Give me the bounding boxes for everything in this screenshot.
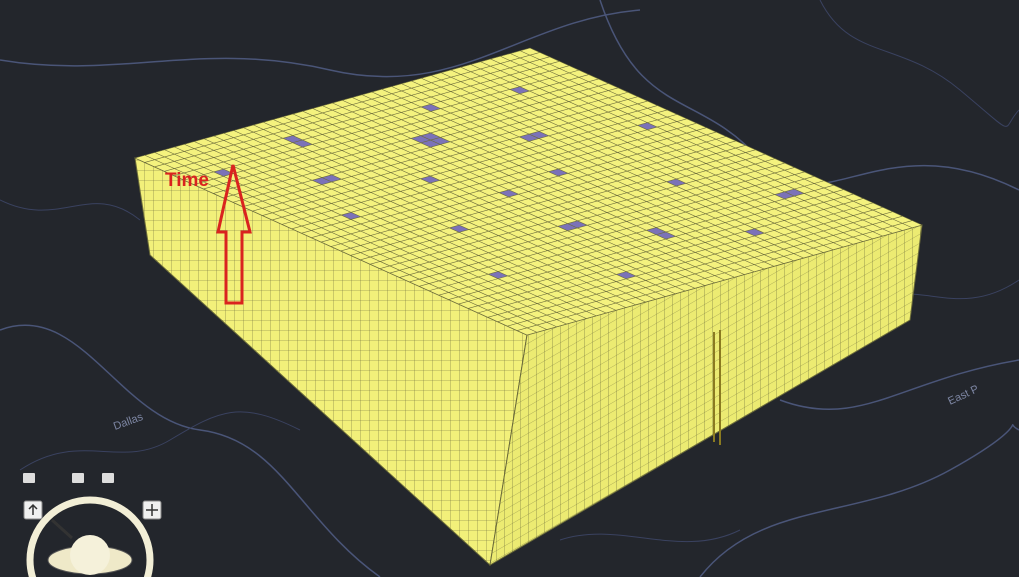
time-arrow: Time — [165, 164, 252, 305]
annotation-label: Time — [165, 170, 209, 191]
space-time-cube[interactable] — [135, 48, 922, 566]
compass-ring[interactable] — [26, 496, 154, 577]
navigator[interactable] — [23, 473, 162, 577]
cube-seam — [713, 330, 721, 445]
cube-top-face — [135, 48, 922, 335]
